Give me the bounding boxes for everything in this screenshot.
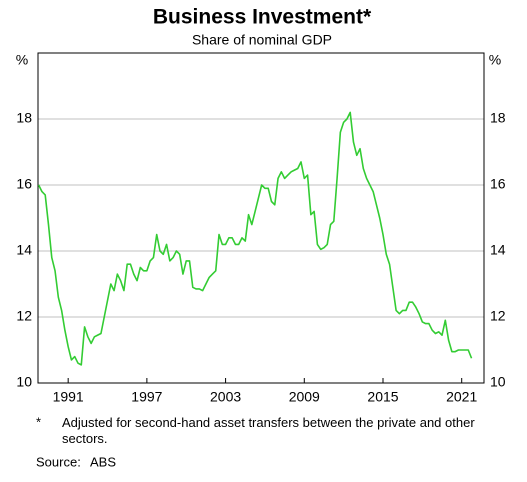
x-tick-label: 1997 <box>131 389 162 405</box>
footnote-box: Adjusted for second-hand asset transfers… <box>62 415 475 446</box>
y-unit: % <box>16 52 28 68</box>
chart-title: Business Investment* <box>153 6 372 29</box>
y2-tick-label: 14 <box>490 242 506 258</box>
footnote-marker: * <box>36 414 41 429</box>
y2-tick-label: 18 <box>490 110 506 126</box>
x-tick-label: 1991 <box>53 389 84 405</box>
y2-tick-label: 10 <box>490 374 506 390</box>
footnote: Adjusted for second-hand asset transfers… <box>62 415 475 446</box>
chart-subtitle: Share of nominal GDP <box>192 32 332 48</box>
y2-unit: % <box>489 52 501 68</box>
x-tick-label: 2015 <box>367 389 398 405</box>
source: ABS <box>90 454 116 469</box>
y-tick-label: 16 <box>16 176 32 192</box>
series-line <box>37 111 473 366</box>
y-tick-label: 14 <box>16 242 32 258</box>
source-label: Source: <box>36 454 81 469</box>
x-tick-label: 2009 <box>289 389 320 405</box>
y-tick-label: 10 <box>16 374 32 390</box>
y-tick-label: 12 <box>16 308 32 324</box>
y2-tick-label: 16 <box>490 176 506 192</box>
x-tick-label: 2021 <box>446 389 477 405</box>
x-tick-label: 2003 <box>210 389 241 405</box>
y2-tick-label: 12 <box>490 308 506 324</box>
y-tick-label: 18 <box>16 110 32 126</box>
plot-frame <box>37 52 485 384</box>
